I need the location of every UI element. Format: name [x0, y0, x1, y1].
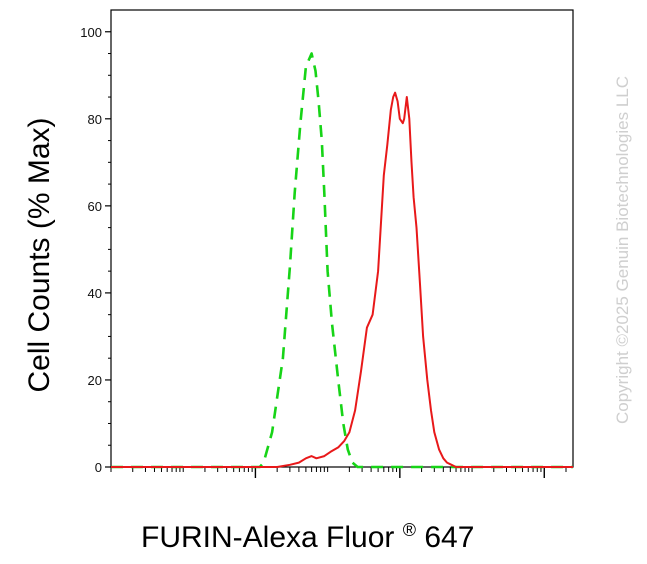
x-axis-title-registered-mark: ® — [403, 520, 416, 540]
y-tick-label: 20 — [88, 373, 102, 388]
x-axis-title-main: FURIN-Alexa Fluor — [141, 521, 394, 554]
axes — [105, 9, 574, 478]
x-axis-title-suffix: 647 — [424, 521, 474, 554]
control-series-line — [111, 52, 573, 469]
y-tick-label: 40 — [88, 286, 102, 301]
copyright-watermark: Copyright ©2025 Genuin Biotechnologies L… — [613, 76, 632, 424]
plot-frame — [110, 9, 574, 468]
y-tick-labels: 0 20 40 60 80 100 — [80, 25, 102, 475]
x-axis-title: FURIN-Alexa Fluor ® 647 — [141, 510, 474, 554]
y-tick-label: 0 — [95, 460, 102, 475]
y-axis-title: Cell Counts (% Max) — [23, 117, 56, 392]
y-tick-label: 100 — [80, 25, 102, 40]
series-layer — [111, 52, 573, 469]
y-tick-label: 60 — [88, 199, 102, 214]
sample-series-line — [111, 91, 573, 468]
y-tick-label: 80 — [88, 112, 102, 127]
